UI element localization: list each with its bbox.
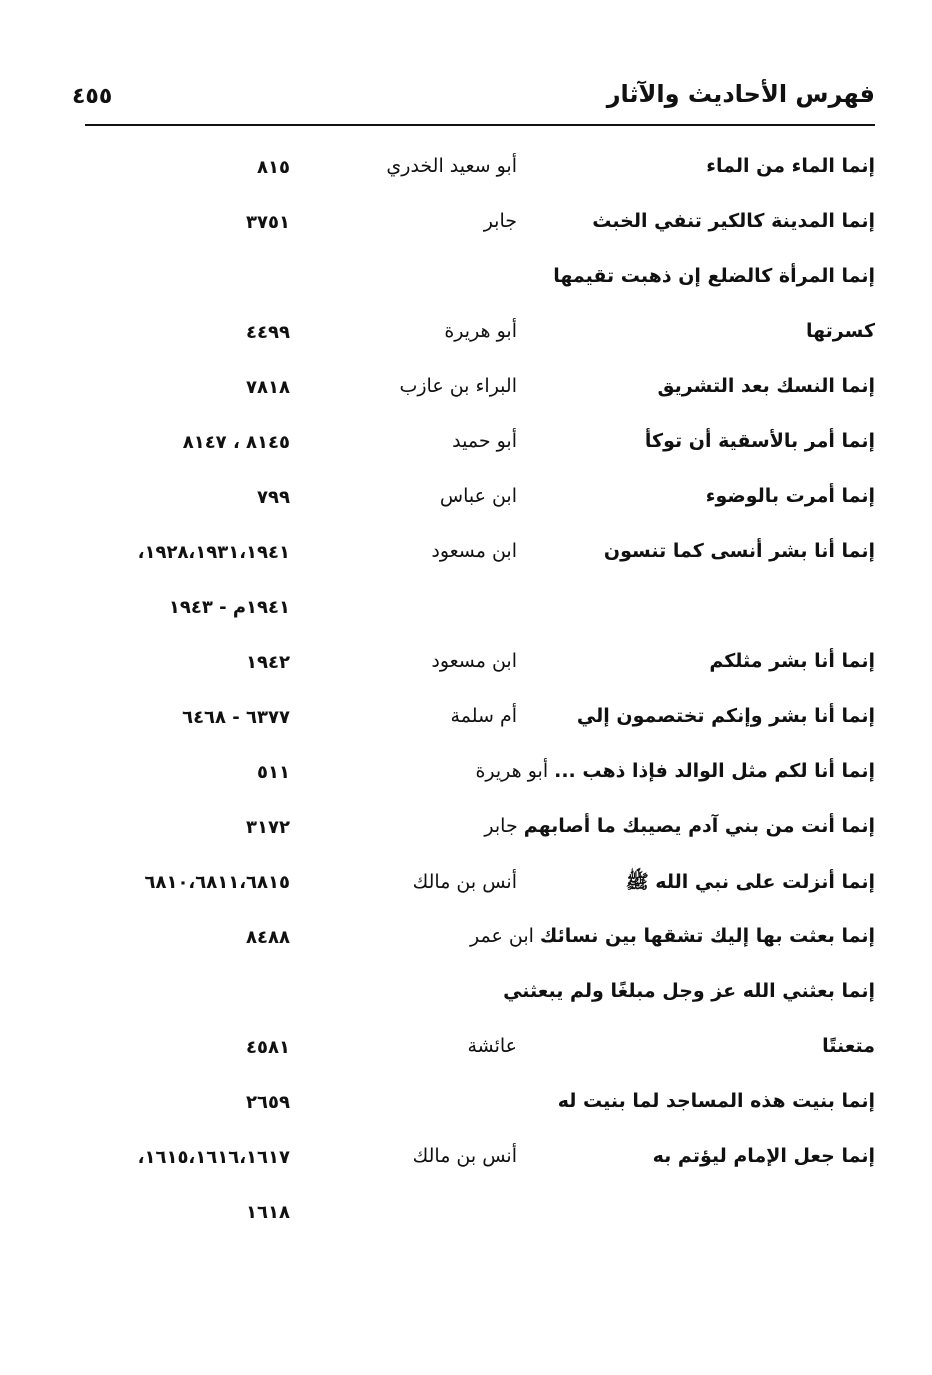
hadith-numbers: ١٦١٥،١٦١٦،١٦١٧، <box>137 1147 290 1168</box>
hadith-text: إنما أمر بالأسقية أن توكأ <box>644 430 875 452</box>
hadith-text: إنما بنيت هذه المساجد لما بنيت له <box>557 1090 875 1112</box>
hadith-text: إنما أنا بشر أنسى كما تنسون <box>603 540 875 562</box>
hadith-numbers: ٧٨١٨ <box>246 377 290 398</box>
index-entry: إنما النسك بعد التشريق البراء بن عازب ٧٨١٨ <box>0 375 932 430</box>
narrator: أم سلمة <box>450 705 517 727</box>
narrator: ابن عمر <box>470 925 534 947</box>
narrator: عائشة <box>467 1035 517 1057</box>
hadith-numbers: ٨١٤٥ ، ٨١٤٧ <box>182 432 290 453</box>
hadith-text: إنما المرأة كالضلع إن ذهبت تقيمها <box>553 265 875 287</box>
index-entry: إنما أنا بشر وإنكم تختصمون إلي أم سلمة ٦٣٧… <box>0 705 932 760</box>
entry-text-line: إنما أنزلت على نبي الله ﷺ أنس بن مالك <box>413 870 875 898</box>
index-entry: إنما بعثني الله عز وجل مبلغًا ولم يبعثني <box>0 980 932 1035</box>
hadith-text: متعنتًا <box>822 1035 875 1057</box>
index-entry: إنما أنا لكم مثل الوالد فإذا ذهب ... أبو … <box>0 760 932 815</box>
narrator: أبو سعيد الخدري <box>386 155 517 177</box>
narrator: جابر <box>484 815 518 837</box>
index-entry: ١٩٤١م - ١٩٤٣ <box>0 595 932 650</box>
index-entry: إنما أنت من بني آدم يصيبك ما أصابهم جابر ٣… <box>0 815 932 870</box>
hadith-text: إنما النسك بعد التشريق <box>657 375 875 397</box>
hadith-numbers: ٦٣٧٧ - ٦٤٦٨ <box>182 707 290 728</box>
narrator: أبو هريرة <box>444 320 517 342</box>
hadith-text: إنما أنزلت على نبي الله ﷺ <box>625 871 875 893</box>
entry-text-line: إنما الماء من الماء أبو سعيد الخدري <box>386 155 875 177</box>
hadith-text: إنما بعثت بها إليك تشقها بين نسائك <box>539 925 875 947</box>
hadith-numbers: ٧٩٩ <box>257 487 290 508</box>
hadith-numbers: ٦٨١٠،٦٨١١،٦٨١٥ <box>144 872 290 893</box>
narrator: جابر <box>483 210 517 232</box>
hadith-numbers: ٥١١ <box>257 762 290 783</box>
hadith-numbers: ٣٧٥١ <box>246 212 290 233</box>
hadith-numbers: ١٩٤١م - ١٩٤٣ <box>168 597 290 618</box>
hadith-numbers: ٨١٥ <box>257 157 290 178</box>
narrator: أبو حميد <box>452 430 517 452</box>
narrator: أبو هريرة <box>475 760 549 782</box>
entry-text-line: إنما أنا بشر أنسى كما تنسون ابن مسعود <box>431 540 875 562</box>
hadith-numbers: ٢٦٥٩ <box>246 1092 290 1113</box>
page-title: فهرس الأحاديث والآثار <box>606 80 875 108</box>
hadith-numbers: ٣١٧٢ <box>246 817 290 838</box>
narrator: ابن مسعود <box>431 650 517 672</box>
hadith-numbers: ١٦١٨ <box>246 1202 290 1223</box>
page-number: ٤٥٥ <box>72 84 113 109</box>
entry-text-line: إنما أنا بشر وإنكم تختصمون إلي أم سلمة <box>451 705 875 727</box>
header-rule <box>85 124 875 126</box>
narrator: أنس بن مالك <box>412 1145 517 1167</box>
hadith-index-list: إنما الماء من الماء أبو سعيد الخدري ٨١٥ إنم… <box>0 155 932 1255</box>
index-entry: إنما المرأة كالضلع إن ذهبت تقيمها <box>0 265 932 320</box>
entry-text-line: إنما أنا لكم مثل الوالد فإذا ذهب ... أبو … <box>475 760 875 782</box>
index-entry: إنما أنا بشر أنسى كما تنسون ابن مسعود ١٩٢٨… <box>0 540 932 595</box>
entry-text-line: إنما جعل الإمام ليؤتم به أنس بن مالك <box>413 1145 875 1167</box>
index-entry: إنما المدينة كالكير تنفي الخبث جابر ٣٧٥١ <box>0 210 932 265</box>
hadith-text: إنما المدينة كالكير تنفي الخبث <box>592 210 875 232</box>
narrator: أنس بن مالك <box>412 871 517 893</box>
index-entry: متعنتًا عائشة ٤٥٨١ <box>0 1035 932 1090</box>
entry-text-line: كسرتها أبو هريرة <box>444 320 875 342</box>
entry-text-line: إنما بنيت هذه المساجد لما بنيت له <box>517 1090 875 1112</box>
hadith-numbers: ١٩٢٨،١٩٣١،١٩٤١، <box>137 542 290 563</box>
index-entry: إنما بنيت هذه المساجد لما بنيت له ٢٦٥٩ <box>0 1090 932 1145</box>
entry-text-line: إنما النسك بعد التشريق البراء بن عازب <box>399 375 875 397</box>
entry-text-line: إنما بعثت بها إليك تشقها بين نسائك ابن عم… <box>470 925 875 947</box>
entry-text-line: إنما المدينة كالكير تنفي الخبث جابر <box>484 210 875 232</box>
narrator: ابن مسعود <box>431 540 517 562</box>
entry-text-line: إنما أنت من بني آدم يصيبك ما أصابهم جابر <box>484 815 875 837</box>
hadith-text: إنما أنا لكم مثل الوالد فإذا ذهب ... <box>554 760 875 782</box>
index-entry: إنما جعل الإمام ليؤتم به أنس بن مالك ١٦١٥،… <box>0 1145 932 1200</box>
index-entry: إنما أمر بالأسقية أن توكأ أبو حميد ٨١٤٥ ، … <box>0 430 932 485</box>
entry-text-line: إنما أنا بشر مثلكم ابن مسعود <box>431 650 875 672</box>
entry-text-line: متعنتًا عائشة <box>467 1035 875 1057</box>
entry-text-line: إنما أمرت بالوضوء ابن عباس <box>440 485 875 507</box>
index-entry: إنما بعثت بها إليك تشقها بين نسائك ابن عم… <box>0 925 932 980</box>
hadith-text: إنما الماء من الماء <box>706 155 875 177</box>
entry-text-line: إنما المرأة كالضلع إن ذهبت تقيمها <box>517 265 875 287</box>
hadith-numbers: ٨٤٨٨ <box>246 927 290 948</box>
narrator: البراء بن عازب <box>399 375 517 397</box>
hadith-text: إنما أنت من بني آدم يصيبك ما أصابهم <box>523 815 875 837</box>
narrator: ابن عباس <box>439 485 517 507</box>
index-entry: إنما أنا بشر مثلكم ابن مسعود ١٩٤٢ <box>0 650 932 705</box>
hadith-text: إنما أنا بشر وإنكم تختصمون إلي <box>576 705 875 727</box>
index-entry: كسرتها أبو هريرة ٤٤٩٩ <box>0 320 932 375</box>
hadith-numbers: ١٩٤٢ <box>246 652 290 673</box>
entry-text-line: إنما أمر بالأسقية أن توكأ أبو حميد <box>452 430 875 452</box>
hadith-text: إنما بعثني الله عز وجل مبلغًا ولم يبعثني <box>503 980 875 1002</box>
index-entry: ١٦١٨ <box>0 1200 932 1255</box>
index-entry: إنما أنزلت على نبي الله ﷺ أنس بن مالك ٦٨١٠… <box>0 870 932 925</box>
hadith-text: إنما أنا بشر مثلكم <box>709 650 875 672</box>
index-entry: إنما الماء من الماء أبو سعيد الخدري ٨١٥ <box>0 155 932 210</box>
hadith-text: كسرتها <box>805 320 875 342</box>
hadith-text: إنما جعل الإمام ليؤتم به <box>652 1145 875 1167</box>
hadith-text: إنما أمرت بالوضوء <box>705 485 875 507</box>
hadith-numbers: ٤٤٩٩ <box>246 322 290 343</box>
hadith-numbers: ٤٥٨١ <box>246 1037 290 1058</box>
entry-text-line: إنما بعثني الله عز وجل مبلغًا ولم يبعثني <box>495 980 875 1002</box>
index-entry: إنما أمرت بالوضوء ابن عباس ٧٩٩ <box>0 485 932 540</box>
